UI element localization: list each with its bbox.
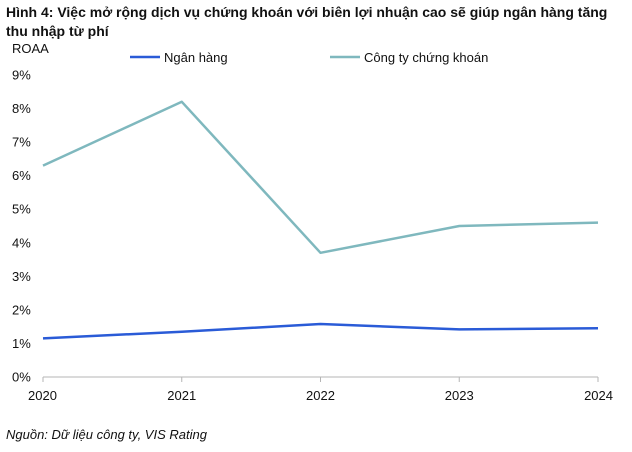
y-tick-label: 8% [12,101,31,116]
legend-label-1: Ngân hàng [164,50,228,65]
series-lines [42,100,599,340]
x-tick-label: 2024 [584,388,613,403]
series-line-1 [42,322,599,340]
y-tick-label: 3% [12,269,31,284]
y-tick-label: 9% [12,68,31,83]
y-tick-label: 0% [12,370,31,385]
x-tick-label: 2021 [167,388,196,403]
legend-label-2: Công ty chứng khoán [364,50,488,65]
source-note: Nguồn: Dữ liệu công ty, VIS Rating [6,427,207,442]
y-tick-label: 4% [12,235,31,250]
chart-legend: Ngân hàng Công ty chứng khoán [130,50,488,65]
y-axis: 0% 1% 2% 3% 4% 5% 6% 7% 8% 9% [12,68,31,385]
x-tick-label: 2022 [306,388,335,403]
y-tick-label: 7% [12,135,31,150]
y-axis-label: ROAA [12,41,49,56]
y-tick-label: 6% [12,168,31,183]
x-axis: 2020 2021 2022 2023 2024 [28,376,613,403]
figure-title: Hình 4: Việc mở rộng dịch vụ chứng khoán… [6,4,608,39]
series-line-2 [42,100,599,255]
y-tick-label: 2% [12,302,31,317]
x-tick-label: 2023 [445,388,474,403]
y-tick-label: 5% [12,202,31,217]
x-tick-label: 2020 [28,388,57,403]
y-tick-label: 1% [12,336,31,351]
